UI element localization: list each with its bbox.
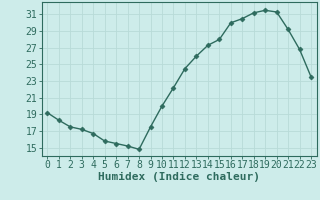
X-axis label: Humidex (Indice chaleur): Humidex (Indice chaleur) — [98, 172, 260, 182]
